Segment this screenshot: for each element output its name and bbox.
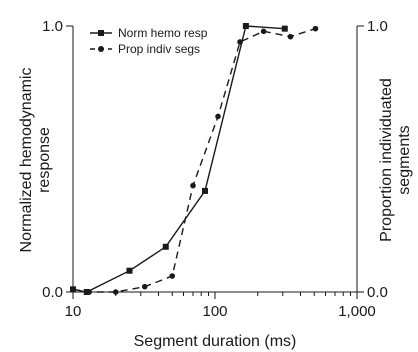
series-2-point (112, 289, 119, 295)
y-axis-label-right: Proportion individuatedsegments (378, 78, 413, 242)
x-tick-label: 1,000 (338, 303, 376, 320)
series-1-point (162, 243, 169, 250)
x-axis-label: Segment duration (ms) (134, 333, 297, 350)
y-ticks-right: 0.0 1.0 (357, 18, 388, 301)
x-ticks: 10 100 1,000 (65, 292, 376, 320)
legend-label-hemo: Norm hemo resp (118, 26, 208, 40)
y-right-tick-label: 0.0 (367, 284, 388, 301)
x-tick-label: 10 (65, 303, 82, 320)
legend-label-prop: Prop indiv segs (118, 42, 200, 56)
series-1-point (201, 187, 208, 194)
series-2-point (312, 25, 319, 32)
series-2-point (237, 39, 243, 45)
series-2-point (287, 33, 294, 40)
y-left-tick-label: 1.0 (42, 18, 63, 35)
series-2-point (215, 113, 221, 120)
series-line-2 (72, 27, 316, 293)
series-2-point (169, 273, 176, 279)
series-2-point (260, 28, 267, 35)
series-1-point (281, 25, 288, 32)
legend: Norm hemo resp Prop indiv segs (90, 26, 208, 56)
series-2-point (190, 182, 196, 189)
legend-marker-prop (98, 46, 104, 52)
y-right-tick-label: 1.0 (367, 18, 388, 35)
series-layer (70, 23, 319, 295)
series-line-1 (72, 25, 285, 293)
y-axis-label-left: Normalized hemodynamicresponse (18, 68, 53, 253)
series-1-point (126, 267, 133, 274)
plot-frame (72, 26, 358, 293)
series-2-point (86, 289, 92, 295)
series-2-point (141, 283, 148, 290)
series-2-point (70, 286, 76, 293)
x-tick-label: 100 (202, 303, 227, 320)
legend-marker-hemo (98, 30, 104, 36)
y-left-tick-label: 0.0 (42, 284, 63, 301)
series-1-point (242, 23, 249, 29)
